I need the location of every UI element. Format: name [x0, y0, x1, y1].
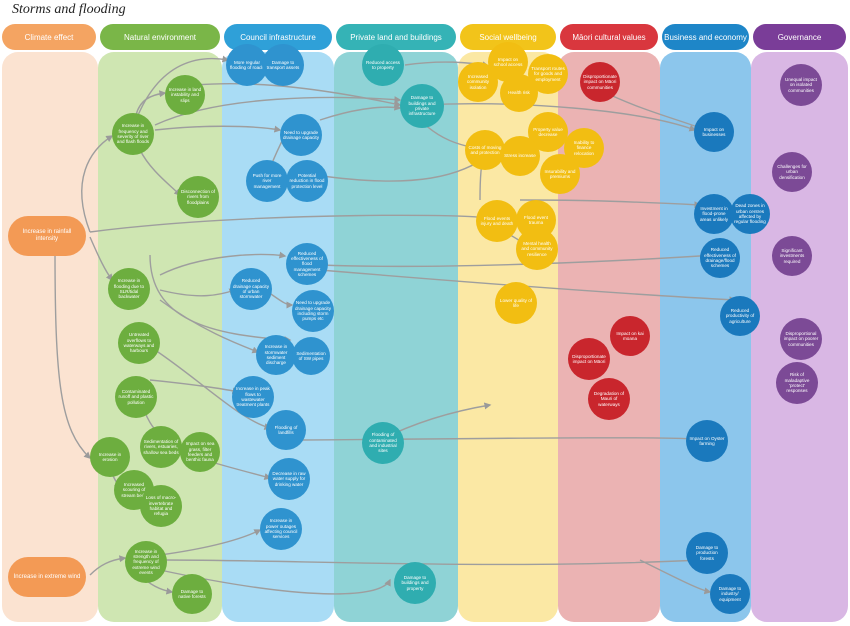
link [154, 125, 282, 133]
node-river-management: Push for more river management [246, 160, 288, 202]
link [194, 83, 402, 108]
diagram-title: Storms and flooding [12, 2, 126, 17]
link [154, 349, 272, 430]
node-community-isolation: Increased community isolation [458, 62, 498, 102]
node-injury-death: Flood events injury and death [476, 200, 518, 242]
node-slr-flooding: Increase in flooding due to SLR/tidal ba… [108, 268, 150, 310]
node-urban-densification: Challenges for urban densification [772, 152, 812, 192]
link [159, 288, 237, 297]
node-upgrade-drainage: Need to upgrade drainage capacity [280, 114, 322, 156]
node-river-flash-floods: Increase in frequency and severity of ri… [112, 113, 154, 155]
node-sw-pipes: Sedimentation of SW pipes [292, 337, 330, 375]
node-damage-buildings-property: Damage to buildings and property [394, 562, 436, 604]
link [81, 135, 114, 233]
column-bg-private [334, 52, 458, 622]
node-untreated-overflows: Untreated overflows to waterways and har… [118, 322, 160, 364]
node-transport-assets: Damage to transport assets [262, 44, 304, 86]
node-sedimentation-rivers: Sedimentation of rivers, estuaries, shal… [140, 426, 182, 468]
link [159, 251, 287, 276]
link [159, 569, 391, 595]
node-rainfall-intensity: Increase in rainfall intensity [8, 216, 86, 256]
column-header-private: Private land and buildings [336, 24, 456, 50]
node-land-instability: Increase in land instability and slips [165, 75, 205, 115]
node-oyster-farming: Impact on Oyster farming [686, 420, 728, 462]
node-lower-quality-life: Lower quality of life [495, 282, 537, 324]
node-dead-zones: Dead zones in urban centres affected by … [730, 194, 770, 234]
node-isolated-communities: Unequal impact on isolated communities [780, 64, 822, 106]
node-costs-moving: Costs of moving and protection [465, 130, 505, 170]
node-agriculture-productivity: Reduced productivity of agriculture [720, 296, 760, 336]
node-flood-protection-level: Potential reduction in flood protection … [286, 160, 328, 202]
column-bg-climate [2, 52, 98, 622]
node-raw-water-supply: Decrease in raw water supply for drinkin… [268, 458, 310, 500]
node-flooding-landfills: Flooding of landfills [266, 410, 306, 450]
link [319, 103, 402, 121]
column-header-climate: Climate effect [2, 24, 96, 50]
node-storm-pumps: Need to upgrade drainage capacity includ… [292, 290, 334, 332]
node-maori-disproportionate: Disproportionate impact on Māori [568, 338, 610, 380]
column-header-maori: Māori cultural values [560, 24, 658, 50]
node-power-outages: Increase in power outages affecting coun… [260, 508, 302, 550]
node-production-forests: Damage to production forests [686, 532, 728, 574]
link [135, 90, 167, 116]
link [154, 96, 402, 126]
link [149, 254, 292, 344]
node-urban-stormwater: Reduced drainage capacity of urban storm… [230, 268, 272, 310]
node-disconnection-rivers: Disconnection of rivers from floodplains [177, 176, 219, 218]
node-significant-investments: Significant investments required [772, 236, 812, 276]
node-stress-increase: Stress increase [500, 136, 540, 176]
node-damage-buildings: Damage to buildings and private infrastr… [400, 84, 444, 128]
link [135, 55, 230, 121]
node-transport-routes: Transport routes for goods and employmen… [528, 54, 568, 94]
node-maladaptive-responses: Risk of maladaptive 'protect' responses [776, 362, 818, 404]
link [419, 103, 697, 132]
node-flooding-roads: More regular flooding of roads [226, 44, 268, 86]
link [314, 154, 492, 182]
node-kai-moana: Impact on kai moana [610, 316, 650, 356]
node-drainage-schemes: Reduced effectiveness of drainage/flood … [700, 238, 740, 278]
link [89, 236, 113, 282]
node-industry-equipment: Damage to industry/ equipment [710, 574, 750, 614]
node-impact-businesses: Impact on businesses [694, 112, 734, 152]
link [139, 149, 181, 196]
node-maori-communities: Disproportionate impact on Māori communi… [580, 62, 620, 102]
link [599, 89, 702, 130]
node-macroinvertebrate-loss: Loss of macro-invertebrate habitat and r… [140, 485, 182, 527]
link [639, 559, 712, 595]
node-flood-prone-investment: Investment in flood-prone areas unlikely [694, 194, 734, 234]
node-erosion: Increase in erosion [90, 437, 130, 477]
node-poorer-communities: Disproportional impact on poorer communi… [780, 318, 822, 360]
link [54, 249, 92, 459]
link [149, 379, 240, 395]
node-native-forests: Damage to native forests [172, 574, 212, 614]
link [159, 529, 262, 556]
link [89, 555, 127, 576]
link [164, 556, 702, 566]
node-sea-grass-impact: Impact on sea grass, filter feeders and … [180, 432, 220, 472]
node-contaminated-runoff: Contaminated runoff and plastic pollutio… [115, 376, 157, 418]
node-extreme-wind: Increase in extreme wind [8, 557, 86, 597]
column-header-natural: Natural environment [100, 24, 220, 50]
node-wastewater-peak: Increase in peak flows to wastewater tre… [232, 376, 274, 418]
node-stormwater-sediment: Increase in stormwater sediment discharg… [256, 335, 296, 375]
node-mental-health: Mental health and community resilience [516, 228, 558, 270]
link [89, 213, 485, 233]
link [299, 434, 704, 442]
link [319, 269, 737, 304]
node-reduced-access-property: Reduced access to property [362, 44, 404, 86]
node-extreme-wind-events: Increase in strength and frequency of ex… [125, 541, 167, 583]
column-header-business: Business and economy [662, 24, 749, 50]
column-header-governance: Governance [753, 24, 846, 50]
node-flood-schemes: Reduced effectiveness of flood managemen… [286, 243, 328, 285]
node-contaminated-sites: Flooding of contaminated and industrial … [362, 422, 404, 464]
node-insurability: Insurability and premiums [540, 154, 580, 194]
node-mauri-waterways: Degradation of Mauri of waterways [588, 378, 630, 420]
